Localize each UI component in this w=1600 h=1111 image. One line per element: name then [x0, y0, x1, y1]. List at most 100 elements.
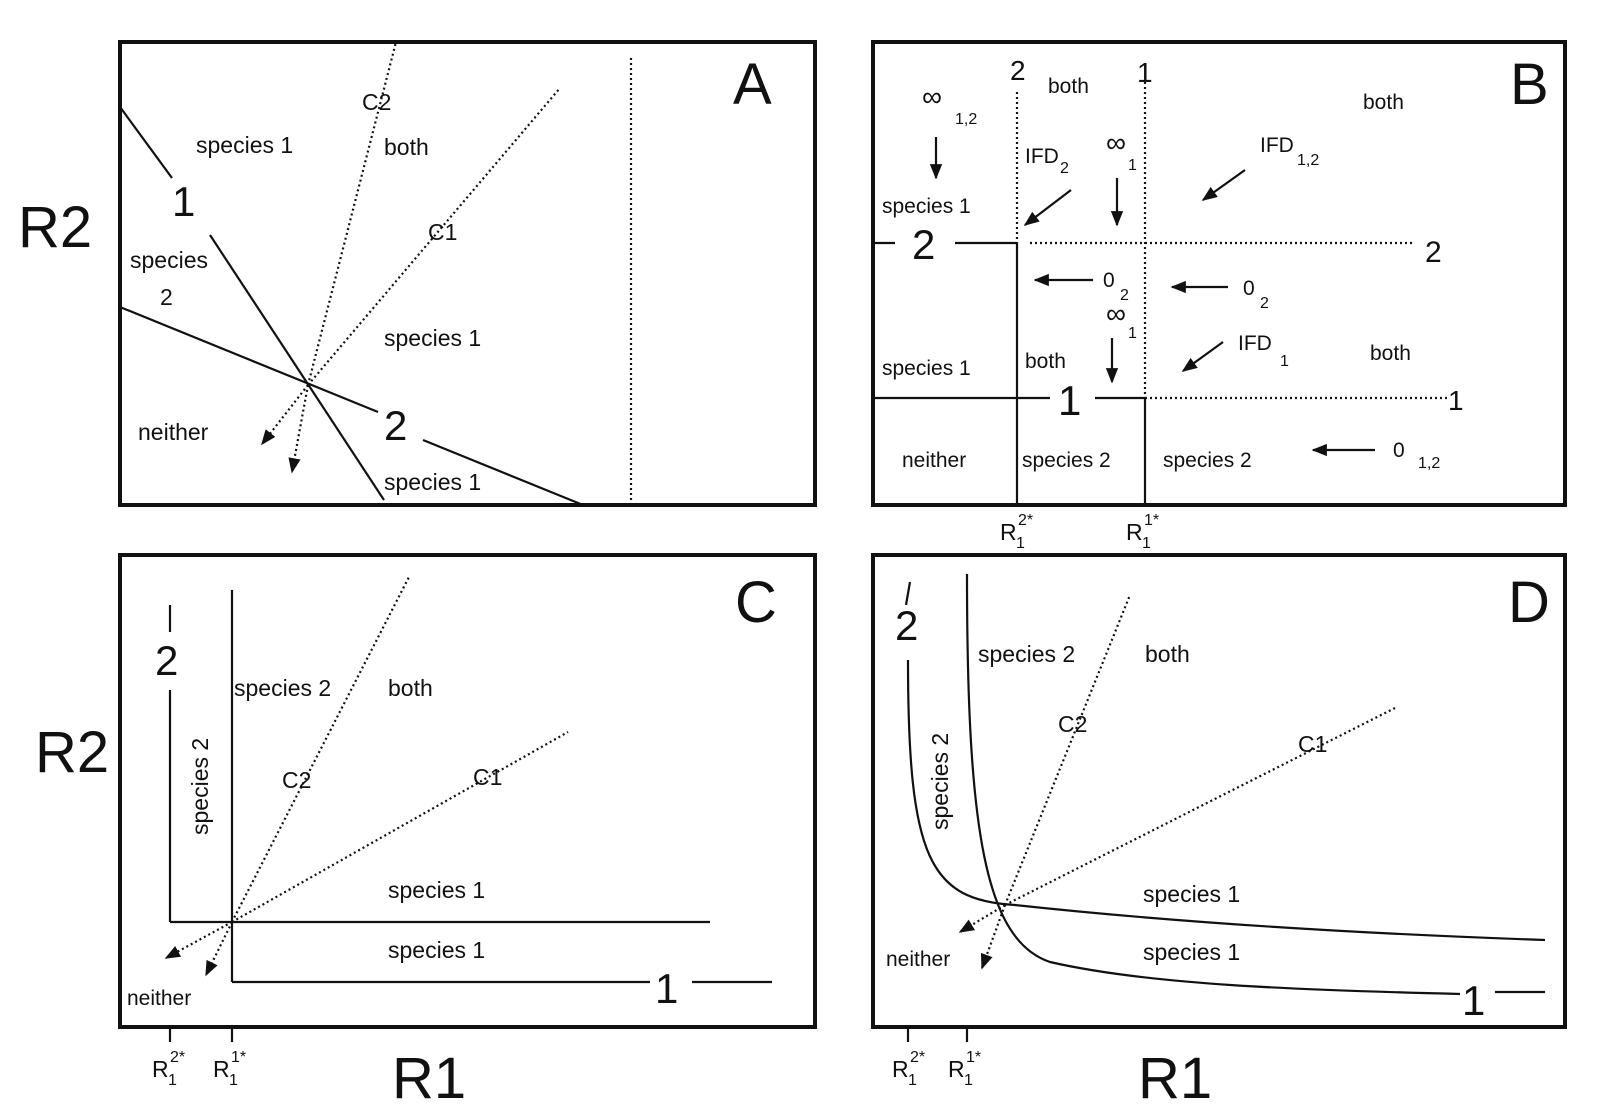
panel-b-label-ifd2-sub: 2 — [1060, 160, 1069, 177]
panel-a-isocline-2-left — [119, 305, 379, 414]
panel-b-label-ifd1-sub: 1 — [1280, 353, 1289, 370]
panel-a-label-both: both — [384, 134, 429, 160]
panel-b-label-left-2: 2 — [912, 221, 935, 268]
panel-b-arrow-ifd1 — [1181, 341, 1224, 372]
panel-b-label-zero2-b-sub: 2 — [1260, 295, 1269, 312]
panel-b-label-ifd2: IFD — [1025, 145, 1059, 168]
panel-a-label-c1: C1 — [428, 219, 457, 245]
panel-d-arrow-down — [980, 904, 1007, 970]
panel-c-tick-r1-star-sub: 1 — [229, 1072, 238, 1089]
panel-b-arrow-ifd2 — [1023, 189, 1072, 226]
panel-b-label-species1-upper: species 1 — [882, 195, 971, 218]
panel-c-label-both: both — [388, 675, 433, 701]
panel-c-tick-r2-star-sub: 1 — [168, 1072, 177, 1089]
panel-a-label-neither: neither — [138, 419, 209, 445]
panel-d-tick-r2-star: R — [892, 1056, 909, 1082]
panel-b-tick-r1-star-sub: 1 — [1142, 535, 1151, 552]
panel-b-frame — [871, 40, 1567, 507]
panel-d-isocline-2-stub — [904, 581, 912, 606]
panel-b-label-both-top: both — [1048, 75, 1089, 98]
panel-b-label-right-2: 2 — [1425, 236, 1442, 269]
panel-b-tick-r2-star-sub: 1 — [1016, 535, 1025, 552]
panel-d-tick-r2-star-sub: 1 — [908, 1072, 917, 1089]
panel-c-label-species2-vertical: species 2 — [187, 738, 213, 835]
panel-a-label-1: 1 — [172, 178, 195, 225]
panel-d-label-species1-lower: species 1 — [1143, 939, 1240, 965]
panel-b-label-inf-1-top-sub: 1 — [1128, 157, 1137, 174]
panel-b-letter: B — [1510, 52, 1549, 117]
panel-a: A species 1 C2 both 1 C1 species 2 speci… — [118, 40, 817, 507]
panel-a-letter: A — [733, 52, 772, 117]
panel-c-c2-line — [231, 574, 411, 923]
panel-b-label-zero12: 0 — [1393, 439, 1405, 462]
panel-a-isocline-1-lower — [209, 234, 385, 501]
panel-a-label-c2: C2 — [362, 89, 391, 115]
panel-b-label-zero12-sub: 1,2 — [1418, 455, 1440, 472]
panel-d-label-species2-top: species 2 — [978, 641, 1075, 667]
panel-c-label-1: 1 — [655, 965, 678, 1012]
panel-b-label-neither: neither — [902, 449, 966, 472]
panel-d-frame — [871, 553, 1567, 1029]
panel-b-label-ifd12: IFD — [1260, 134, 1294, 157]
panel-b-label-inf-1-bottom-sub: 1 — [1128, 325, 1137, 342]
panel-d-label-species1-upper: species 1 — [1143, 881, 1240, 907]
panel-d-label-both: both — [1145, 641, 1190, 667]
panel-c-c1-line — [231, 731, 569, 923]
panel-c-label-c1: C1 — [473, 764, 502, 790]
panel-d-label-1: 1 — [1462, 977, 1485, 1024]
panel-d-tick-r1-star-sup: 1* — [966, 1049, 981, 1066]
panel-b-label-top-1: 1 — [1137, 57, 1153, 88]
panel-c-label-species1-upper: species 1 — [388, 877, 485, 903]
panel-a-label-species-word: species — [130, 247, 208, 273]
panel-d-arrow-left — [958, 904, 1006, 933]
panel-b-tick-r2-star: R — [1000, 519, 1017, 545]
panel-b-label-species2-a: species 2 — [1022, 449, 1111, 472]
panel-c-tick-r2-star-sup: 2* — [170, 1049, 185, 1066]
panel-d-c2-line — [1003, 594, 1132, 906]
panel-d-label-neither: neither — [886, 948, 950, 971]
panel-d-label-species2-vertical: species 2 — [927, 733, 953, 830]
panel-b-label-zero2-b: 0 — [1243, 277, 1255, 300]
panel-d-letter: D — [1508, 570, 1550, 635]
panel-d-isocline-1-curve — [965, 573, 1461, 996]
panel-c-label-species2-top: species 2 — [234, 675, 331, 701]
y-axis-label-top: R2 — [18, 195, 92, 260]
panel-b-label-both-mid: both — [1025, 350, 1066, 373]
panel-d-isocline-2-curve — [906, 659, 1546, 942]
panel-b-label-inf-12-sub: 1,2 — [955, 111, 977, 128]
panel-a-isocline-2-right — [422, 438, 584, 507]
panel-a-label-species1-top: species 1 — [196, 132, 293, 158]
panel-b-tick-r1-star-sup: 1* — [1144, 512, 1159, 529]
panel-d-c1-line — [1004, 707, 1396, 906]
panel-c-label-c2: C2 — [282, 767, 311, 793]
panel-b-label-species2-b: species 2 — [1163, 449, 1252, 472]
panel-d-tick-r1-star-sub: 1 — [964, 1072, 973, 1089]
panel-b: B 2 both 1 both ∞ 1,2 IFD 2 ∞ 1 IFD 1,2 — [871, 40, 1567, 552]
panel-a-label-2: 2 — [384, 402, 407, 449]
panel-d: D 2 species 2 both C2 C1 species 2 speci… — [871, 553, 1567, 1089]
panel-d-tick-r1-star: R — [948, 1056, 965, 1082]
panel-c-label-2: 2 — [155, 637, 178, 684]
panel-b-label-species1-lower: species 1 — [882, 357, 971, 380]
panel-b-label-zero2-a-sub: 2 — [1120, 287, 1129, 304]
panel-b-label-inf-12: ∞ — [922, 81, 942, 112]
panel-b-label-ifd12-sub: 1,2 — [1297, 152, 1319, 169]
panel-b-tick-r2-star-sup: 2* — [1018, 512, 1033, 529]
y-axis-label-bottom: R2 — [35, 720, 109, 785]
panel-d-label-c2: C2 — [1058, 711, 1087, 737]
panel-d-tick-r2-star-sup: 2* — [910, 1049, 925, 1066]
panel-a-arrow-left — [261, 384, 309, 446]
panel-c: C 2 species 2 both species 2 C2 C1 speci… — [118, 553, 817, 1089]
panel-c-tick-r2-star: R — [152, 1056, 169, 1082]
panel-d-label-2: 2 — [895, 602, 918, 649]
panel-a-label-species1-mid: species 1 — [384, 325, 481, 351]
x-axis-label-right: R1 — [1138, 1046, 1212, 1111]
panel-c-frame — [118, 553, 817, 1029]
x-axis-label-left: R1 — [392, 1046, 466, 1111]
panel-b-label-both-right: both — [1363, 91, 1404, 114]
panel-c-label-species1-lower: species 1 — [388, 937, 485, 963]
panel-c-letter: C — [735, 570, 777, 635]
panel-b-label-right-1: 1 — [1448, 385, 1464, 416]
panel-a-label-species1-bottom: species 1 — [384, 469, 481, 495]
